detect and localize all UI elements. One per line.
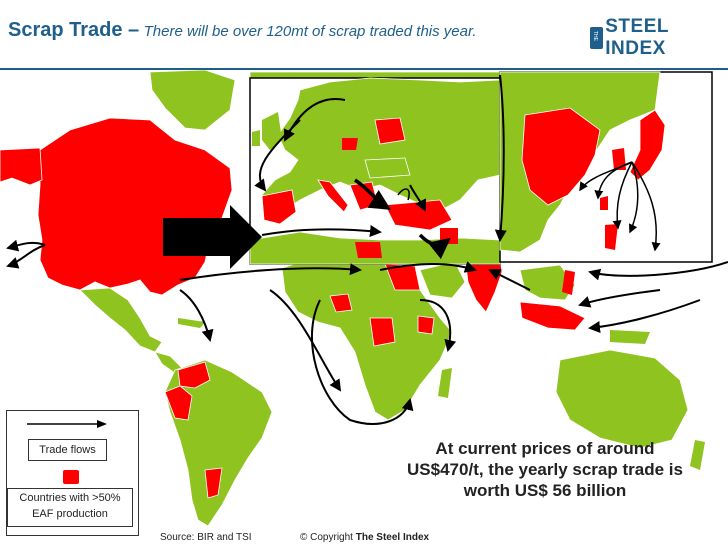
caribbean [178, 318, 205, 328]
big-arrow-to-europe [163, 205, 262, 269]
legend-eaf-countries: Countries with >50% EAF production [7, 488, 133, 527]
flow-west-edge [6, 239, 46, 252]
copyright-owner: The Steel Index [355, 532, 430, 543]
madagascar [438, 368, 452, 398]
flow-uk-loop [254, 119, 301, 192]
drc-red [369, 317, 396, 347]
ireland-green [252, 130, 260, 146]
title-rule [0, 68, 728, 70]
taiwan-red [600, 196, 608, 210]
slide-title-block: Scrap Trade – There will be over 120mt o… [8, 20, 528, 42]
china-red [521, 107, 601, 206]
flow-pacific-2 [578, 289, 661, 308]
philippines-inset-red [605, 224, 618, 250]
japan-red [629, 109, 666, 181]
flow-to-india [488, 269, 531, 291]
flow-to-turkey-1 [354, 178, 391, 210]
europe-inset [249, 77, 501, 265]
flow-japan-2 [612, 161, 633, 230]
legend-trade-flows: Trade flows [28, 439, 107, 461]
peru-red [164, 385, 193, 421]
slide-title: Scrap Trade – [8, 19, 140, 41]
indonesia-red [519, 301, 586, 331]
ukraine-green [364, 157, 411, 179]
flow-to-turkey-3 [418, 233, 451, 260]
flow-africa-loop [311, 299, 414, 425]
southeast-asia [519, 264, 576, 301]
libya-red [355, 242, 382, 258]
new-zealand [690, 440, 705, 470]
caspian [470, 188, 484, 212]
flow-from-north [494, 74, 507, 242]
flow-gulf [379, 261, 477, 273]
flow-pacific-1 [588, 261, 728, 281]
nigeria-red [329, 293, 353, 313]
flow-black-sea [397, 188, 410, 201]
east-asia-inset [499, 71, 713, 263]
kenya-red [417, 315, 435, 335]
legend-red-swatch [63, 470, 79, 484]
argentina-red [204, 467, 223, 499]
venezuela-red [177, 361, 211, 389]
steel-index-logo: THE STEEL INDEX [590, 16, 728, 59]
italy-red [317, 179, 349, 213]
flow-west-edge-2 [6, 244, 46, 269]
uk-green [262, 112, 282, 150]
greenland-landmass [149, 70, 236, 131]
north-america-red [37, 117, 233, 296]
slide-subtitle: There will be over 120mt of scrap traded… [143, 23, 477, 40]
trade-flow-arrow-icon [27, 420, 107, 428]
india-red [464, 257, 503, 313]
flow-japan-5 [579, 161, 633, 192]
world-scrap-map [0, 70, 728, 527]
mexico [79, 287, 163, 353]
flow-south-america [179, 289, 214, 342]
flow-atlantic [179, 263, 362, 281]
australia [555, 349, 689, 449]
saudi-arabia [419, 261, 466, 299]
logo-the-text: THE [592, 31, 598, 41]
flow-pacific-3 [588, 299, 701, 333]
map-legend: Trade flows Countries with >50% EAF prod… [6, 410, 139, 536]
flow-east-africa [419, 299, 457, 352]
alaska [0, 147, 43, 186]
turkey-red [384, 199, 453, 231]
korea-red [612, 148, 626, 170]
copyright-note: © Copyright The Steel Index [300, 532, 429, 543]
russia-red [374, 117, 406, 145]
value-callout: At current prices of around US$470/t, th… [407, 439, 683, 500]
south-america [164, 359, 273, 527]
flow-japan-3 [629, 161, 639, 234]
new-guinea [610, 330, 650, 344]
logo-emblem-icon: THE [590, 27, 604, 49]
flow-to-turkey-2 [409, 184, 426, 212]
philippines-red [562, 270, 575, 295]
poland-red [342, 138, 358, 150]
flow-med [261, 225, 382, 237]
source-note: Source: BIR and TSI [160, 532, 252, 543]
copyright-prefix: © Copyright [300, 532, 353, 543]
flow-africa-west [269, 289, 342, 392]
logo-text: STEEL INDEX [605, 16, 669, 59]
flow-japan-4 [631, 161, 661, 252]
spain-red [261, 189, 297, 225]
